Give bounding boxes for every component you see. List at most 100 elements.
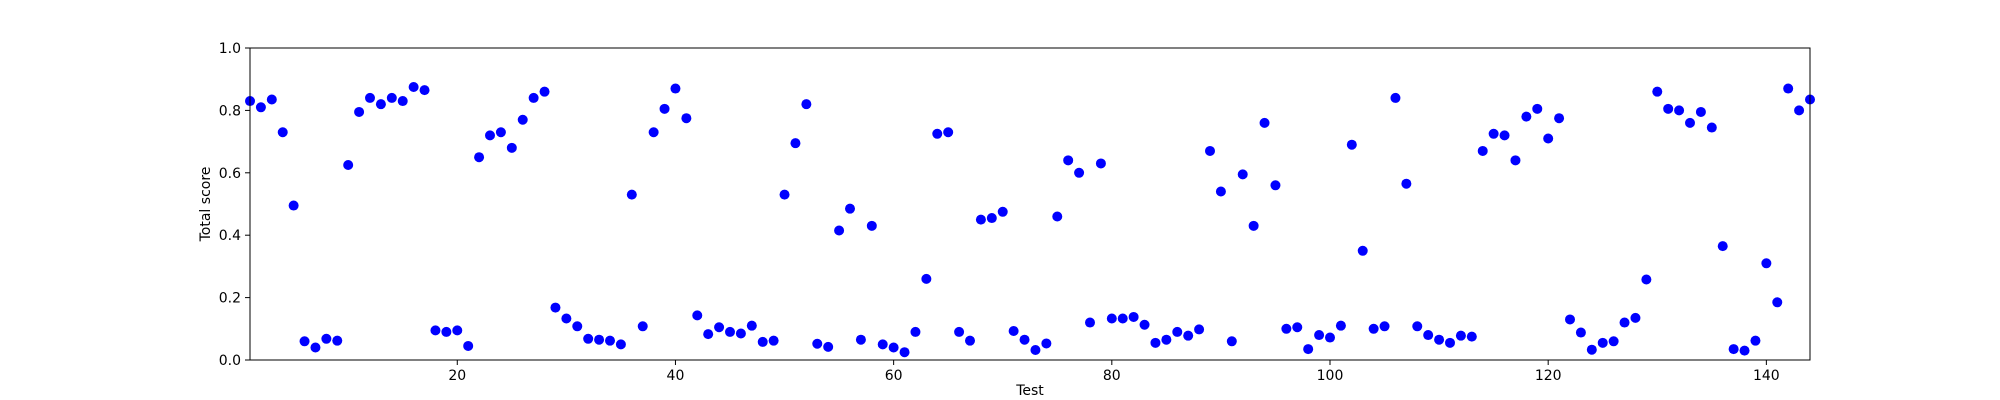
data-point	[506, 142, 517, 153]
data-point	[1521, 111, 1532, 122]
data-point	[746, 320, 757, 331]
data-point	[583, 333, 594, 344]
data-point	[1248, 220, 1259, 231]
x-tick-label: 60	[885, 368, 903, 384]
data-point	[1554, 113, 1565, 124]
data-point	[768, 335, 779, 346]
data-point	[932, 128, 943, 139]
data-point	[1477, 145, 1488, 156]
data-point	[1117, 313, 1128, 324]
data-point	[1794, 105, 1805, 116]
data-point	[572, 321, 583, 332]
data-point	[1390, 92, 1401, 103]
data-point	[1434, 334, 1445, 345]
data-points	[245, 82, 1815, 358]
data-point	[1619, 317, 1630, 328]
data-point	[1128, 311, 1139, 322]
data-point	[288, 200, 299, 211]
data-point	[1041, 338, 1052, 349]
data-point	[845, 203, 855, 214]
data-point	[1194, 324, 1205, 335]
data-point	[735, 328, 746, 339]
data-point	[899, 347, 910, 358]
y-tick-label: 0.4	[219, 228, 241, 244]
data-point	[1095, 158, 1106, 169]
data-point	[877, 339, 888, 350]
y-tick-label: 0.8	[219, 103, 241, 119]
data-point	[1772, 297, 1783, 308]
data-point	[1085, 317, 1095, 328]
data-point	[528, 92, 539, 103]
data-point	[1717, 241, 1728, 252]
data-point	[1445, 337, 1455, 348]
data-point	[1575, 327, 1586, 338]
data-point	[1335, 320, 1346, 331]
data-point	[1750, 335, 1761, 346]
data-point	[441, 326, 452, 337]
data-point	[1565, 314, 1575, 325]
data-point	[725, 326, 735, 337]
data-point	[354, 106, 365, 117]
data-point	[888, 342, 899, 353]
data-point	[965, 335, 975, 346]
data-point	[670, 83, 681, 94]
data-point	[681, 113, 692, 124]
data-point	[779, 189, 790, 200]
data-point	[1161, 334, 1172, 345]
data-point	[1259, 117, 1270, 128]
data-point	[1172, 326, 1183, 337]
data-point	[419, 85, 430, 96]
data-point	[1423, 330, 1434, 341]
data-point	[1412, 321, 1423, 332]
data-point	[1150, 337, 1161, 348]
data-point	[1237, 169, 1248, 180]
y-tick-label: 1.0	[219, 41, 241, 57]
data-point	[812, 338, 823, 349]
data-point	[1379, 321, 1390, 332]
data-point	[1739, 345, 1750, 356]
data-point	[615, 339, 626, 350]
data-point	[1205, 145, 1215, 156]
data-point	[299, 336, 310, 347]
data-point	[1325, 332, 1335, 343]
data-point	[1499, 130, 1510, 141]
x-axis-ticks: 20 40 60 80 100 120 140	[448, 360, 1780, 384]
data-point	[321, 333, 332, 344]
data-point	[310, 342, 321, 353]
data-point	[1608, 336, 1619, 347]
data-point	[397, 96, 408, 107]
data-point	[332, 335, 343, 346]
plot-frame	[249, 47, 1811, 361]
data-point	[1510, 155, 1521, 166]
y-axis-ticks: 0.0 0.2 0.4 0.6 0.8 1.0	[219, 41, 250, 369]
data-point	[1532, 103, 1543, 114]
data-point	[1685, 117, 1695, 128]
x-tick-label: 140	[1753, 368, 1780, 384]
data-point	[1139, 319, 1150, 330]
data-point	[626, 189, 637, 200]
data-point	[386, 92, 397, 103]
data-point	[495, 127, 506, 138]
data-point	[1106, 313, 1117, 324]
y-tick-label: 0.0	[219, 353, 241, 369]
data-point	[637, 321, 648, 332]
data-point	[1357, 245, 1368, 256]
data-point	[430, 325, 441, 336]
data-point	[1314, 330, 1325, 341]
data-point	[266, 94, 277, 105]
data-point	[943, 127, 954, 138]
data-point	[1543, 133, 1554, 144]
data-point	[648, 127, 659, 138]
y-tick-label: 0.2	[219, 291, 241, 307]
data-point	[910, 326, 921, 337]
data-point	[517, 114, 528, 125]
data-point	[1008, 325, 1019, 336]
data-point	[1030, 345, 1041, 356]
data-point	[1630, 312, 1641, 323]
data-point	[823, 341, 834, 352]
x-tick-label: 100	[1317, 368, 1344, 384]
data-point	[365, 92, 375, 103]
data-point	[1292, 322, 1303, 333]
data-point	[485, 130, 495, 141]
